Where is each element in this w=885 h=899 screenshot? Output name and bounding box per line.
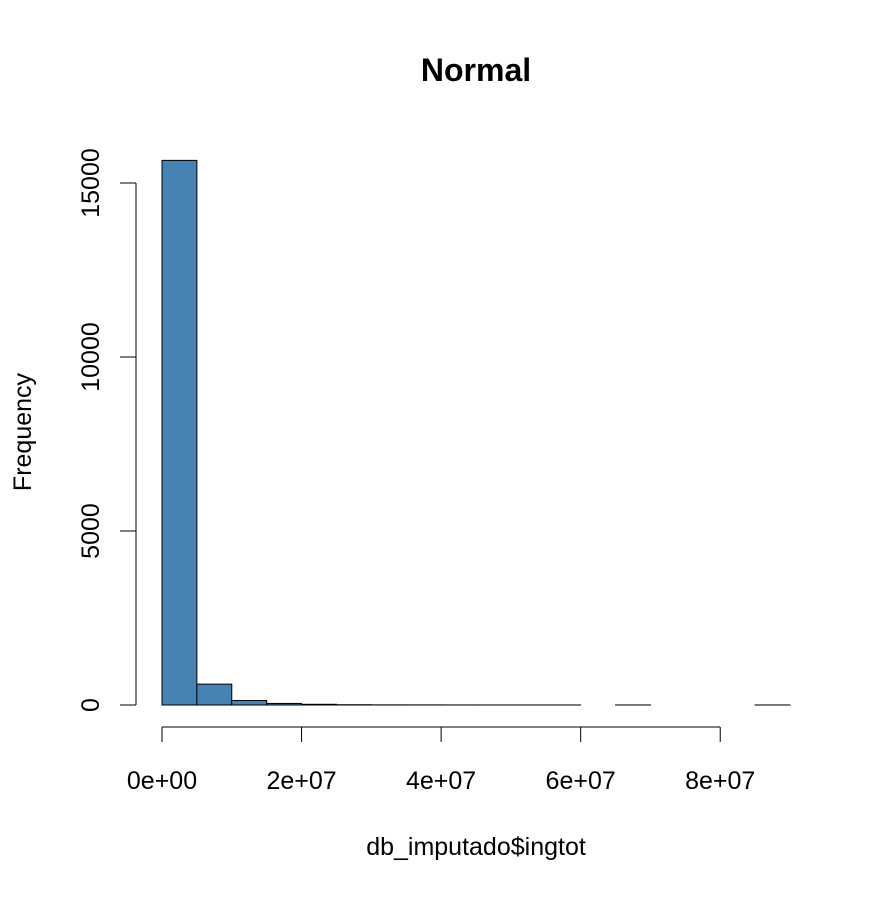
y-axis-label: Frequency [9,372,37,491]
y-axis: 0 5000 10000 15000 [77,148,137,712]
x-tick-label: 2e+07 [266,767,336,795]
y-tick-label: 15000 [77,148,105,218]
bars-group [161,159,791,706]
y-tick-label: 5000 [77,503,105,559]
x-axis-label: db_imputado$ingtot [366,833,586,861]
histogram-bar [231,699,268,706]
x-tick-label: 8e+07 [685,767,755,795]
x-axis: 0e+00 2e+07 4e+07 6e+07 8e+07 [127,726,755,795]
y-tick-label: 0 [77,698,105,712]
y-tick-label: 10000 [77,322,105,392]
x-tick-label: 0e+00 [127,767,197,795]
histogram-bar [161,159,198,706]
chart-title: Normal [421,52,531,88]
x-tick-label: 4e+07 [406,767,476,795]
histogram-bar [196,683,233,706]
histogram-bar [301,703,337,706]
histogram-bar [266,702,303,706]
x-tick-label: 6e+07 [546,767,616,795]
